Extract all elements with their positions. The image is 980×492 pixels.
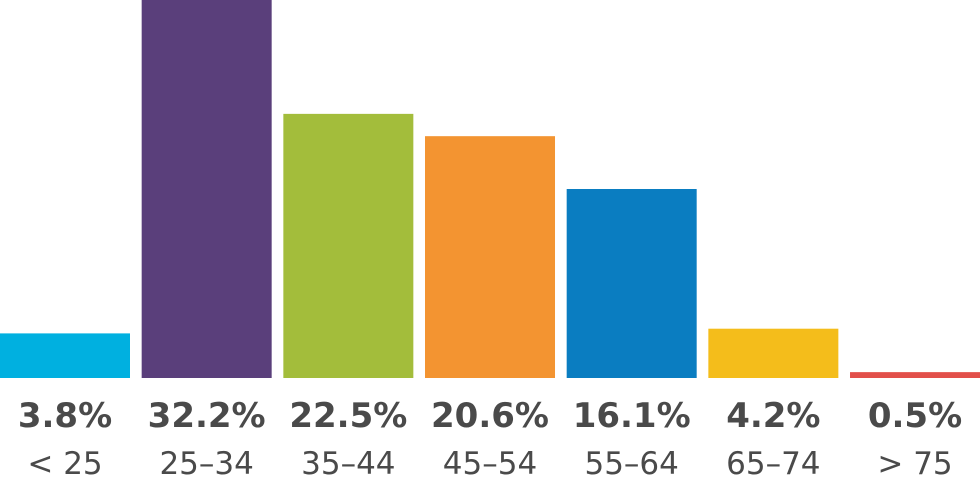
value-label-6: 0.5% <box>868 396 962 436</box>
category-labels-group: < 25 25–34 35–44 45–54 55–64 65–74 > 75 <box>27 446 952 482</box>
category-label-3: 45–54 <box>443 446 537 482</box>
category-label-0: < 25 <box>27 446 102 482</box>
value-label-3: 20.6% <box>431 396 549 436</box>
value-label-0: 3.8% <box>18 396 112 436</box>
category-label-2: 35–44 <box>301 446 395 482</box>
bar-5 <box>708 328 839 378</box>
bar-2 <box>283 113 414 379</box>
bars-group <box>0 0 980 379</box>
category-label-4: 55–64 <box>584 446 678 482</box>
category-label-5: 65–74 <box>726 446 820 482</box>
bar-3 <box>425 136 556 378</box>
bar-4 <box>566 189 697 378</box>
value-label-4: 16.1% <box>573 396 691 436</box>
category-label-1: 25–34 <box>159 446 253 482</box>
bar-0 <box>0 333 130 378</box>
value-labels-group: 3.8% 32.2% 22.5% 20.6% 16.1% 4.2% 0.5% <box>18 396 962 436</box>
category-label-6: > 75 <box>877 446 952 482</box>
value-label-5: 4.2% <box>726 396 820 436</box>
value-label-2: 22.5% <box>289 396 407 436</box>
bar-6 <box>850 372 980 378</box>
value-label-1: 32.2% <box>148 396 266 436</box>
bar-1 <box>141 0 272 378</box>
